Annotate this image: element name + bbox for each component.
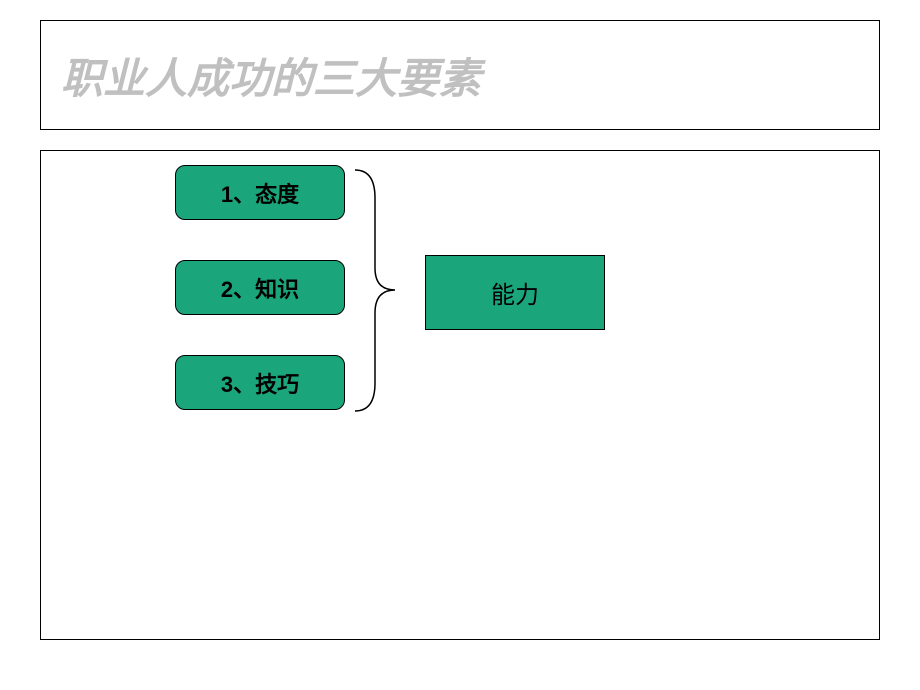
factor-label-2: 2、知识 (221, 272, 299, 304)
page-title: 职业人成功的三大要素 (61, 45, 481, 106)
factor-label-1: 1、态度 (221, 177, 299, 209)
title-container: 职业人成功的三大要素 (40, 20, 880, 130)
result-label: 能力 (491, 275, 539, 310)
factor-box-1: 1、态度 (175, 165, 345, 220)
factor-label-3: 3、技巧 (221, 367, 299, 399)
factor-box-3: 3、技巧 (175, 355, 345, 410)
result-box: 能力 (425, 255, 605, 330)
content-container (40, 150, 880, 640)
brace-icon (350, 168, 410, 413)
factor-box-2: 2、知识 (175, 260, 345, 315)
